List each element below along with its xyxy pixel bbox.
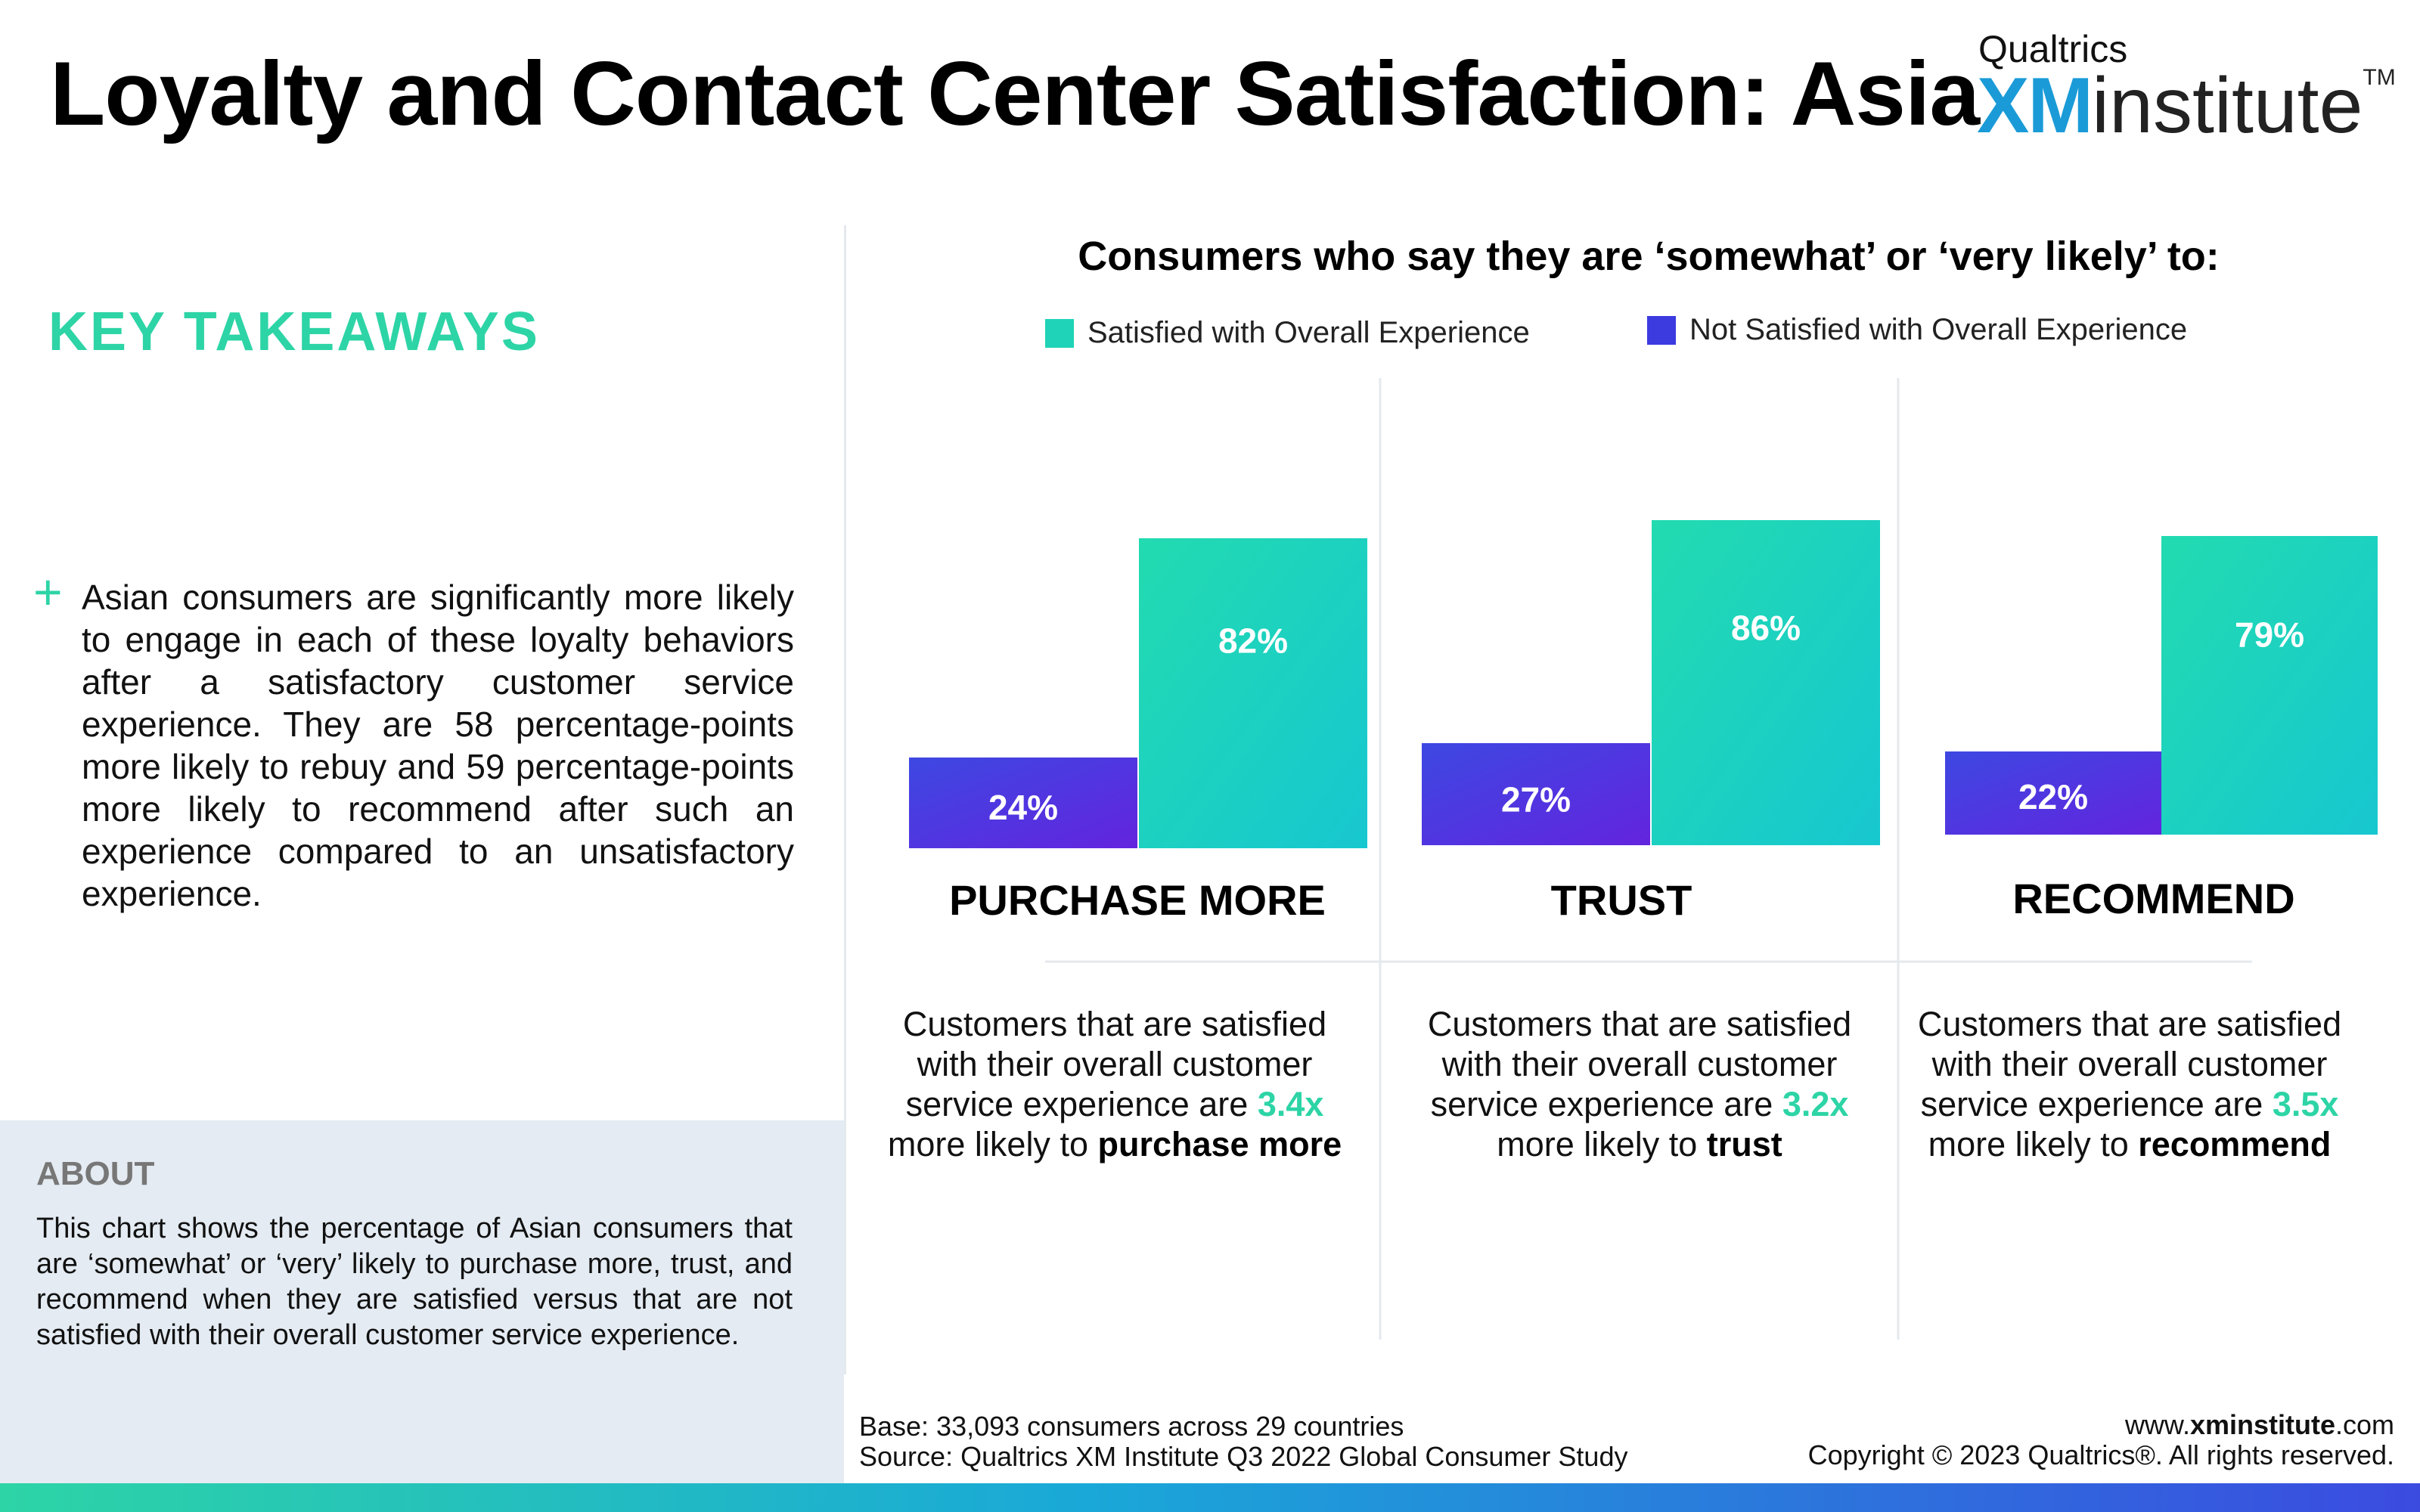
legend-not-satisfied-swatch [1647, 315, 1676, 345]
data-label-satisfied-recommend: 79% [2235, 615, 2304, 654]
logo-trademark: TM [2363, 65, 2396, 90]
legend-satisfied-swatch [1045, 318, 1074, 348]
note-multiplier: 3.2x [1782, 1085, 1849, 1123]
site-prefix: www. [2124, 1409, 2190, 1440]
legend-not-satisfied-label: Not Satisfied with Overall Experience [1689, 313, 2188, 346]
bar-not-satisfied-recommend [1945, 751, 2161, 835]
about-title: ABOUT [36, 1155, 155, 1192]
note-purchase-more: Customers that are satisfied with their … [880, 1004, 1349, 1164]
note-text: Customers that are satisfied with their … [1917, 1005, 2342, 1123]
source-note: Source: Qualtrics XM Institute Q3 2022 G… [859, 1441, 1628, 1472]
note-multiplier: 3.4x [1257, 1085, 1324, 1123]
data-label-satisfied-trust: 86% [1731, 608, 1801, 647]
bottom-gradient-bar [0, 1483, 2420, 1512]
data-label-not-satisfied-purchase-more: 24% [988, 788, 1058, 827]
note-action: trust [1706, 1125, 1782, 1163]
about-text: This chart shows the percentage of Asian… [36, 1213, 793, 1351]
legend-satisfied: Satisfied with Overall Experience [1045, 316, 1530, 350]
note-text: Customers that are satisfied with their … [902, 1005, 1327, 1123]
bar-not-satisfied-purchase-more [909, 758, 1137, 848]
about-panel [0, 1120, 844, 1485]
copyright-notice: Copyright © 2023 Qualtrics®. All rights … [1807, 1439, 2394, 1470]
vertical-divider [844, 225, 846, 1374]
note-action: recommend [2138, 1125, 2332, 1163]
bar-satisfied-recommend [2161, 536, 2378, 835]
note-text: Customers that are satisfied with their … [1427, 1005, 1852, 1123]
note-trust: Customers that are satisfied with their … [1405, 1004, 1874, 1164]
note-text: more likely to [1497, 1125, 1698, 1163]
base-note: Base: 33,093 consumers across 29 countri… [859, 1411, 1404, 1442]
note-multiplier: 3.5x [2272, 1085, 2339, 1123]
category-label-recommend: RECOMMEND [2012, 875, 2295, 922]
plus-icon: + [33, 564, 63, 620]
legend-satisfied-label: Satisfied with Overall Experience [1087, 316, 1530, 349]
category-label-trust: TRUST [1550, 876, 1692, 924]
note-text: more likely to [1928, 1125, 2129, 1163]
logo-institute: institute [2092, 62, 2363, 150]
note-action: purchase more [1097, 1125, 1342, 1163]
data-label-satisfied-purchase-more: 82% [1218, 621, 1288, 661]
chart-title: Consumers who say they are ‘somewhat’ or… [1078, 234, 2220, 279]
data-label-not-satisfied-recommend: 22% [2018, 777, 2088, 816]
data-label-not-satisfied-trust: 27% [1501, 779, 1571, 819]
key-takeaways-title: KEY TAKEAWAYS [48, 302, 540, 362]
bar-satisfied-trust [1652, 520, 1880, 845]
takeaway-text: Asian consumers are significantly more l… [82, 578, 794, 913]
category-label-purchase-more: PURCHASE MORE [949, 876, 1326, 924]
page-title: Loyalty and Contact Center Satisfaction:… [50, 43, 1980, 144]
note-recommend: Customers that are satisfied with their … [1895, 1004, 2364, 1164]
xm-institute-logo: XMinstituteTM [1977, 65, 2396, 146]
logo-xm: XM [1977, 62, 2093, 150]
legend-not-satisfied: Not Satisfied with Overall Experience [1647, 313, 2187, 347]
site-suffix: .com [2335, 1409, 2394, 1440]
site-bold: xminstitute [2189, 1409, 2335, 1440]
brand-qualtrics-label: Qualtrics [1978, 28, 2128, 70]
note-text: more likely to [887, 1125, 1088, 1163]
bars-layer: 24% 82% 27% 86% 22% 79% [909, 520, 2378, 848]
bar-satisfied-purchase-more [1139, 538, 1367, 848]
website-link[interactable]: www.xminstitute.com [2125, 1409, 2394, 1441]
bar-not-satisfied-trust [1422, 743, 1650, 845]
